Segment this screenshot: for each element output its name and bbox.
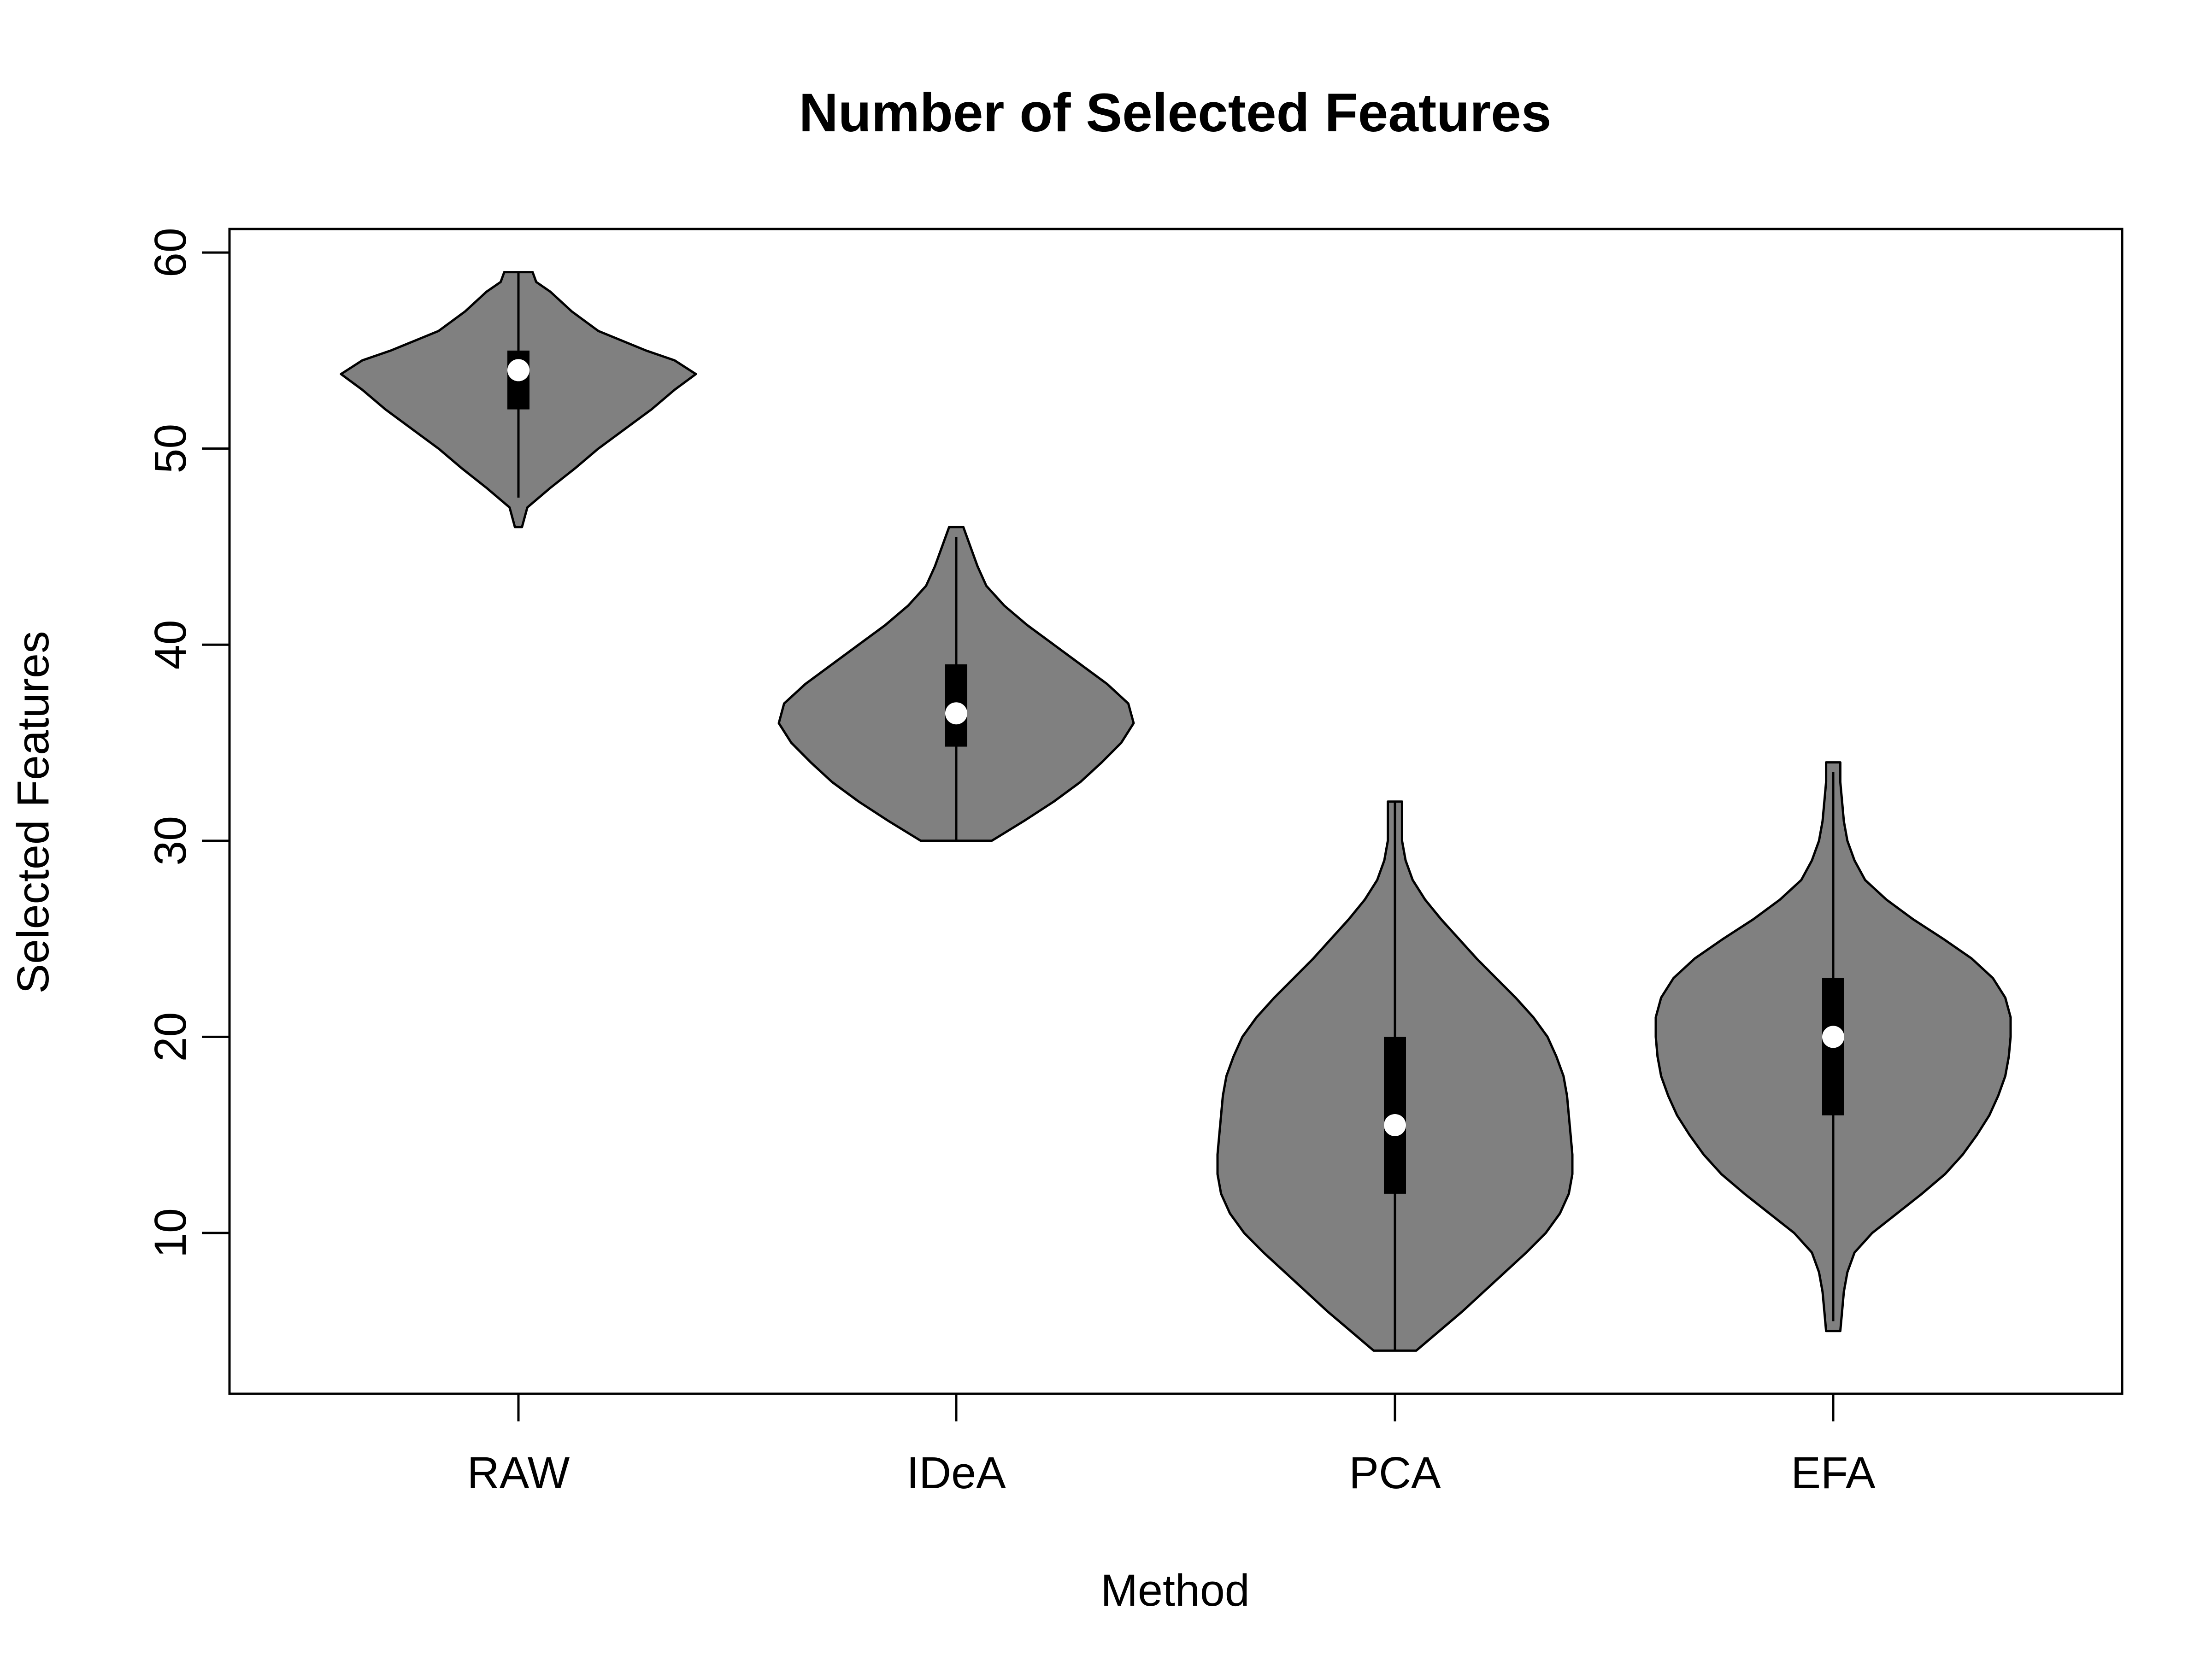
violin-median-point <box>507 359 529 382</box>
violin-efa <box>1654 761 2012 1332</box>
x-tick-label-pca: PCA <box>1349 1448 1441 1498</box>
x-tick-label-idea: IDeA <box>906 1448 1006 1498</box>
y-tick-label: 10 <box>145 1208 195 1258</box>
y-tick-label: 30 <box>145 816 195 866</box>
y-tick-label: 40 <box>145 620 195 669</box>
violin-raw <box>340 271 697 528</box>
x-tick-label-efa: EFA <box>1791 1448 1876 1498</box>
y-axis-label: Selected Features <box>8 631 58 993</box>
y-tick-label: 60 <box>145 228 195 277</box>
violins-layer <box>340 271 2012 1352</box>
violin-pca <box>1216 800 1574 1352</box>
violin-median-point <box>1822 1026 1844 1048</box>
violin-idea <box>777 526 1135 842</box>
y-tick-label: 50 <box>145 424 195 474</box>
y-axis: 10 20 30 40 50 60 <box>145 228 231 1258</box>
chart-title: Number of Selected Features <box>799 82 1552 143</box>
violin-median-point <box>945 702 967 725</box>
x-axis-label: Method <box>1100 1565 1250 1615</box>
violin-median-point <box>1384 1114 1406 1136</box>
x-axis: RAW IDeA PCA EFA <box>467 1392 1876 1498</box>
x-tick-label-raw: RAW <box>467 1448 570 1498</box>
y-tick-label: 20 <box>145 1012 195 1062</box>
